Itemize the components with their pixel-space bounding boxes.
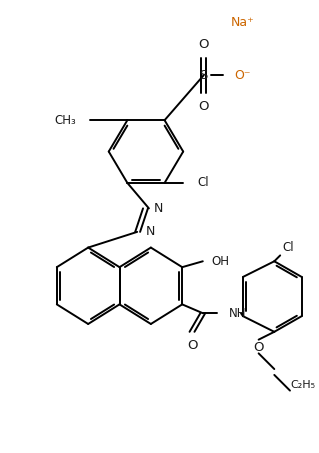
Text: O: O (198, 38, 209, 51)
Text: Cl: Cl (197, 176, 209, 189)
Text: S: S (200, 69, 208, 82)
Text: NH: NH (229, 307, 247, 320)
Text: O: O (187, 339, 197, 352)
Text: Na⁺: Na⁺ (231, 16, 255, 29)
Text: O⁻: O⁻ (235, 69, 251, 82)
Text: N: N (146, 226, 155, 238)
Text: N: N (154, 202, 163, 215)
Text: OH: OH (211, 255, 230, 268)
Text: Cl: Cl (282, 241, 294, 254)
Text: C₂H₅: C₂H₅ (290, 380, 315, 390)
Text: O: O (198, 100, 209, 113)
Text: CH₃: CH₃ (55, 114, 77, 127)
Text: O: O (253, 341, 264, 354)
